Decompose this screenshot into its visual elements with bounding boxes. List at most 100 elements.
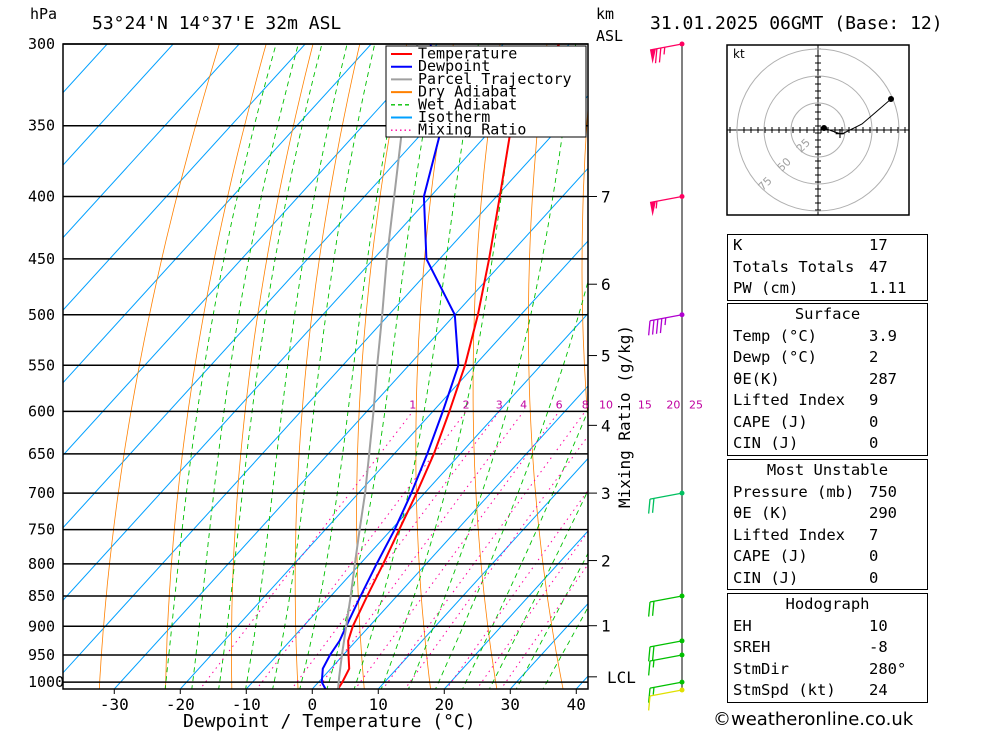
isotherm-line xyxy=(443,530,588,689)
km-tick-label: 1 xyxy=(601,617,611,636)
wet-adiabat-line xyxy=(299,44,406,689)
index-label: PW (cm) xyxy=(733,279,799,297)
mixing-ratio-line xyxy=(404,435,588,689)
index-label: CIN (J) xyxy=(733,434,799,452)
legend-label: Isotherm xyxy=(418,108,490,126)
index-label: Dewp (°C) xyxy=(733,348,817,366)
wet-adiabat-line xyxy=(164,44,277,689)
x-tick-label: -20 xyxy=(166,695,195,714)
km-tick-label: 2 xyxy=(601,552,611,571)
x-tick-label: 20 xyxy=(435,695,454,714)
km-tick-label: 5 xyxy=(601,347,611,366)
background-lines xyxy=(63,7,701,708)
axes: 3003504004505005506006507007508008509009… xyxy=(28,35,636,714)
hodo-end-dot xyxy=(888,96,894,102)
barb-shaft xyxy=(649,654,683,662)
isotherm-line xyxy=(63,44,174,166)
barb-full xyxy=(651,498,655,513)
hpa-unit-label: hPa xyxy=(30,5,57,23)
isotherm-line xyxy=(63,44,438,456)
barb-full xyxy=(658,47,662,63)
dry-adiabat-line xyxy=(165,44,267,689)
index-label: EH xyxy=(733,616,752,635)
isotherm-line xyxy=(63,44,108,94)
mixing-ratio-line xyxy=(445,489,588,689)
index-row: Totals Totals 47 xyxy=(728,257,927,279)
legend-label: Wet Adiabat xyxy=(418,95,517,113)
index-value: 1.11 xyxy=(869,279,907,297)
mixing-ratio-label: 10 xyxy=(599,398,613,411)
index-row: SREH -8 xyxy=(728,637,927,659)
index-label: Pressure (mb) xyxy=(733,482,855,501)
index-value: 24 xyxy=(869,681,888,699)
wet-adiabat-line xyxy=(407,44,577,689)
index-value: 7 xyxy=(869,525,879,544)
barb-shaft xyxy=(649,492,683,500)
mixing-ratio-labels: 1 2 3 4 6 8 10 15 20 25 xyxy=(409,398,703,411)
pressure-tick-label: 550 xyxy=(28,356,55,374)
pressure-tick-label: 800 xyxy=(28,555,55,573)
profile-dewpoint xyxy=(320,44,460,689)
index-row: θE (K) 290 xyxy=(728,503,927,525)
index-label: StmSpd (kt) xyxy=(733,681,836,699)
legend-label: Temperature xyxy=(418,45,517,63)
dry-adiabat-line xyxy=(356,44,408,689)
barb-half xyxy=(652,687,655,695)
barb-full xyxy=(648,646,651,662)
x-tick-label: -30 xyxy=(100,695,129,714)
mixing-ratio-line xyxy=(199,411,414,689)
wind-barb xyxy=(648,687,685,711)
x-axis-title: Dewpoint / Temperature (°C) xyxy=(183,711,476,732)
x-tick-label: 30 xyxy=(501,695,520,714)
pressure-tick-label: 400 xyxy=(28,187,55,205)
index-row: Temp (°C) 3.9 xyxy=(728,326,927,348)
isotherm-line xyxy=(63,44,372,384)
wind-barb xyxy=(648,652,685,676)
isotherm-line xyxy=(377,457,588,689)
km-tick-label: 6 xyxy=(601,275,611,294)
mixing-ratio-line xyxy=(476,530,588,689)
dry-adiabat-line xyxy=(472,44,501,689)
wet-adiabat-line xyxy=(353,44,479,689)
hodo-start-dot xyxy=(821,125,827,131)
mixing-ratio-line xyxy=(382,411,586,689)
mixing-ratio-label: 25 xyxy=(689,398,703,411)
wind-barbs xyxy=(648,41,685,711)
barb-full xyxy=(648,660,651,676)
barb-full xyxy=(648,601,651,617)
hodo-unit-label: kt xyxy=(733,47,745,61)
index-row: CAPE (J) 0 xyxy=(728,546,927,568)
storm-motion-marker: + xyxy=(834,126,846,142)
index-row: PW (cm) 1.11 xyxy=(728,278,927,300)
hodo-ring xyxy=(763,75,873,185)
index-label: K xyxy=(733,236,743,254)
index-value: 0 xyxy=(869,547,879,565)
index-value: 287 xyxy=(869,369,897,388)
profile-parcel-trajectory xyxy=(337,44,419,689)
barb-shaft xyxy=(649,689,683,697)
barb-pennant xyxy=(650,201,656,217)
footer-copyright: ©weatheronline.co.uk xyxy=(713,709,914,730)
index-label: Lifted Index xyxy=(733,525,845,544)
mixing-ratio-line xyxy=(256,411,467,689)
dry-adiabat-line xyxy=(634,7,701,708)
x-tick-label: -10 xyxy=(232,695,261,714)
hodo-trace xyxy=(823,98,892,135)
index-value: 0 xyxy=(869,434,879,452)
pressure-tick-label: 350 xyxy=(28,117,55,135)
index-row: StmDir 280° xyxy=(728,659,927,681)
dry-adiabat-line xyxy=(98,44,220,689)
barb-shaft xyxy=(649,595,683,603)
isotherm-line xyxy=(311,385,588,689)
wind-barb xyxy=(648,679,685,703)
index-label: θE(K) xyxy=(733,369,780,388)
pressure-tick-label: 500 xyxy=(28,306,55,324)
dry-adiabat-line xyxy=(294,44,361,689)
index-row: Pressure (mb) 750 xyxy=(728,482,927,504)
dry-adiabat-line xyxy=(581,103,588,426)
index-row: CIN (J) 0 xyxy=(728,433,927,455)
km-tick-label: 7 xyxy=(601,187,611,206)
km-tick-label: 3 xyxy=(601,484,611,503)
